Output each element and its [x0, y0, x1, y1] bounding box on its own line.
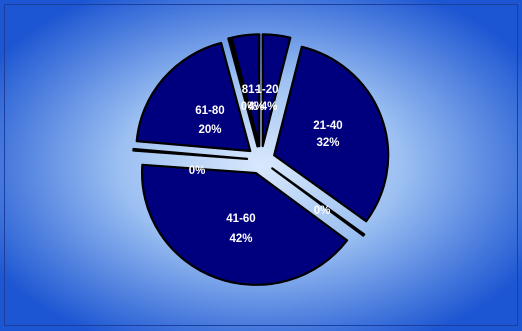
slice-label-81-category: 81-	[242, 84, 259, 96]
slices-layer	[132, 33, 390, 286]
slice-label-1-20-percent: 4%	[261, 101, 278, 113]
slice-label-21-40-category: 21-40	[313, 120, 342, 132]
labels-layer: 1-20 4% 21-40 32% 0% 41-60 42% 0% 61-80 …	[189, 84, 343, 245]
slice-label-81-percent: 0%	[241, 101, 258, 113]
slice-label-zero-left-percent: 0%	[189, 165, 206, 177]
slice-label-top-percent: 4%	[248, 101, 265, 113]
plot-border	[4, 4, 518, 326]
pie-slice-81	[227, 36, 259, 148]
pie-slice-61-80	[135, 41, 252, 153]
pie-slice-zero-4	[132, 147, 249, 160]
slice-label-61-80-category: 61-80	[195, 105, 224, 117]
slice-label-21-40-percent: 32%	[316, 137, 339, 149]
pie-slice-zero-2	[271, 167, 366, 237]
slice-label-41-60-percent: 42%	[229, 233, 252, 245]
pie-slice-41-60	[140, 163, 349, 286]
pie-slice-zero-7	[230, 33, 261, 148]
slice-label-41-60-category: 41-60	[226, 213, 255, 225]
slice-label-zero-right-percent: 0%	[314, 205, 331, 217]
slice-label-1-20-category: 1-20	[255, 84, 278, 96]
pie-slice-1-20	[261, 33, 292, 148]
slice-label-61-80-percent: 20%	[198, 124, 221, 136]
pie-slice-21-40	[273, 45, 390, 223]
